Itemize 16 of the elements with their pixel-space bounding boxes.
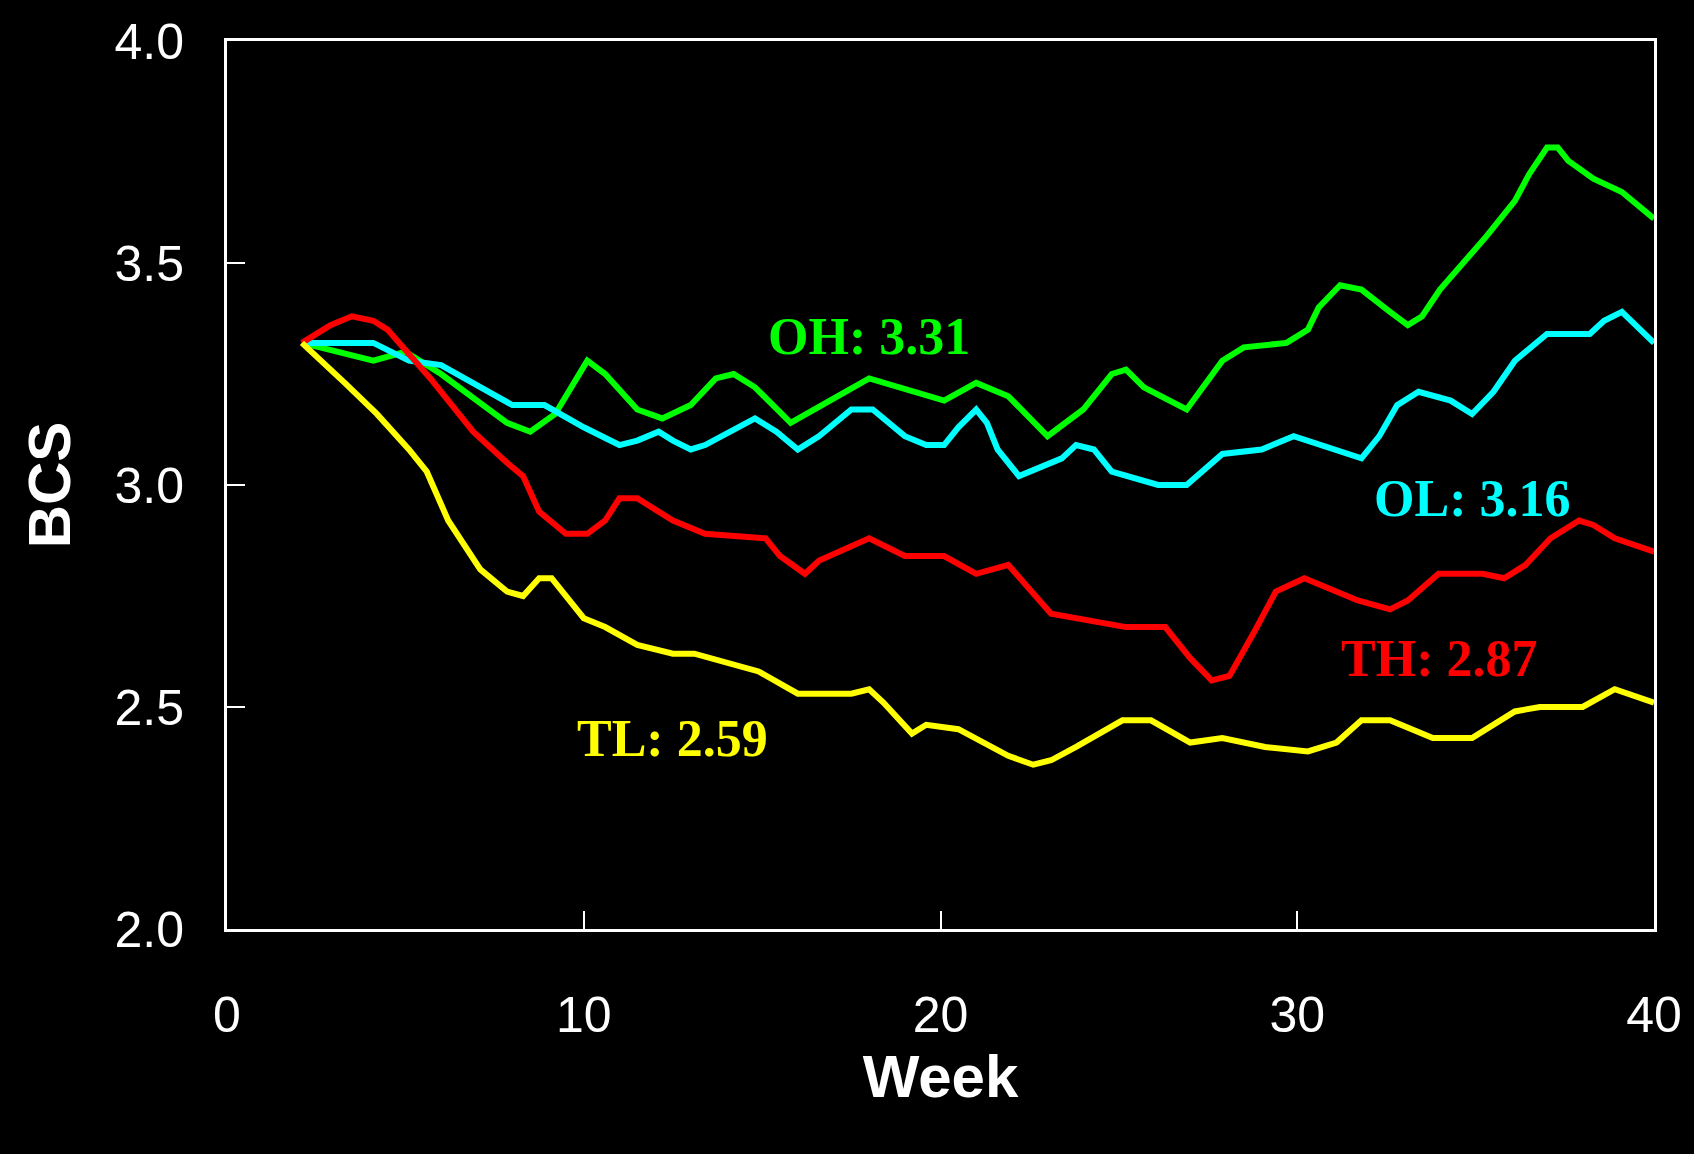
x-tick-label: 40 [1626, 987, 1682, 1043]
series-label: TH: 2.87 [1341, 630, 1538, 687]
series-label: OL: 3.16 [1374, 470, 1571, 527]
y-tick-label: 2.0 [114, 901, 184, 958]
x-tick-label: 30 [1269, 987, 1326, 1043]
y-tick-label: 4.0 [114, 13, 184, 70]
series-label: TL: 2.59 [577, 710, 768, 767]
x-tick-label: 10 [555, 987, 612, 1043]
x-axis-title: Week [862, 1043, 1019, 1110]
x-tick-label: 0 [213, 987, 241, 1043]
series-label: OH: 3.31 [768, 308, 971, 365]
y-tick-label: 3.0 [114, 457, 184, 514]
y-tick-label: 2.5 [114, 679, 184, 736]
y-axis-title: BCS [15, 421, 83, 549]
x-tick-label: 20 [912, 987, 969, 1043]
y-tick-label: 3.5 [114, 235, 184, 292]
